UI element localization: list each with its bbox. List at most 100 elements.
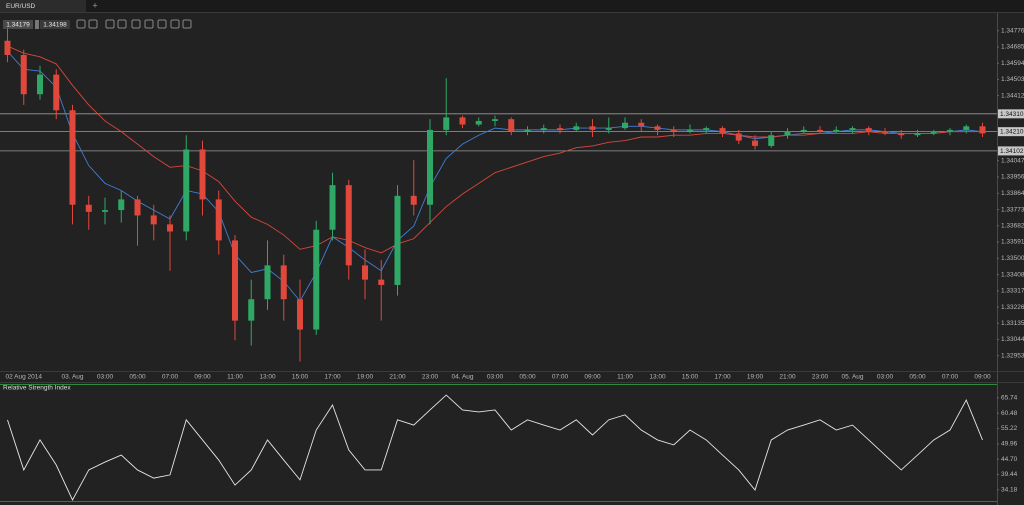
candle-body <box>768 135 775 146</box>
candle-body <box>638 122 645 127</box>
candle-body <box>979 126 986 134</box>
candle-body <box>719 128 726 134</box>
x-tick-label: 17:00 <box>324 374 341 381</box>
x-tick-label: 05. Aug <box>841 374 863 381</box>
candle-body <box>865 128 872 132</box>
y-tick-label: 1.34594 <box>1001 60 1024 67</box>
zoom-in[interactable] <box>76 19 86 29</box>
candle-body <box>118 199 125 211</box>
candle-body <box>150 215 157 225</box>
candle-body <box>687 129 693 132</box>
x-tick-label: 11:00 <box>227 374 243 381</box>
y-tick-label: 1.34412 <box>1001 92 1024 99</box>
candle-body <box>345 185 352 266</box>
y-tick-label: 65.74 <box>1001 395 1018 402</box>
candle-body <box>53 74 60 111</box>
candle-body <box>882 131 888 134</box>
x-tick-label: 03:00 <box>487 374 504 381</box>
x-tick-label: 05:00 <box>519 374 536 381</box>
candle-body <box>703 128 710 130</box>
x-tick-label: 21:00 <box>389 374 406 381</box>
x-tick-label: 03:00 <box>97 374 114 381</box>
candle-body <box>475 120 482 125</box>
candle-body <box>540 128 547 130</box>
candle-body <box>914 133 921 136</box>
candle-body <box>264 265 271 300</box>
x-tick-label: 09:00 <box>194 374 211 381</box>
bid-price: 1.34179 <box>6 22 30 29</box>
y-tick-label: 1.33956 <box>1001 174 1024 181</box>
candle-body <box>232 240 238 321</box>
x-tick-label: 03:00 <box>877 374 894 381</box>
x-tick-label: 04. Aug <box>451 374 473 381</box>
candle-body <box>248 299 255 321</box>
x-tick-label: 07:00 <box>552 374 569 381</box>
y-tick-label: 55.22 <box>1001 425 1018 432</box>
settings[interactable] <box>182 19 192 29</box>
candle-body <box>784 131 791 136</box>
x-tick-label: 19:00 <box>357 374 374 381</box>
zoom-out[interactable] <box>88 19 98 29</box>
templates[interactable] <box>157 19 167 29</box>
candle-body <box>963 126 970 130</box>
toolbar <box>76 19 192 29</box>
x-tick-label: 17:00 <box>714 374 731 381</box>
candle-body <box>573 126 580 130</box>
candle-body <box>670 129 677 132</box>
candle-body <box>297 299 303 330</box>
y-tick-label: 39.44 <box>1001 471 1018 478</box>
candle-body <box>37 74 43 95</box>
candle-body <box>362 265 368 280</box>
candle-body <box>930 131 937 134</box>
y-tick-label: 1.33682 <box>1001 223 1024 230</box>
drawings[interactable] <box>144 19 154 29</box>
ask-box <box>40 20 70 29</box>
y-tick-label: 1.33864 <box>1001 190 1024 197</box>
tab-title[interactable]: EUR/USD <box>6 3 36 10</box>
candle-body <box>508 119 515 132</box>
candle-body <box>459 117 466 125</box>
x-tick-label: 21:00 <box>779 374 796 381</box>
moving-average <box>7 45 983 254</box>
candle-body <box>443 117 450 130</box>
candle-body <box>167 224 173 232</box>
y-tick-label: 1.32953 <box>1001 352 1024 359</box>
x-tick-label: 07:00 <box>942 374 959 381</box>
candle-body <box>313 229 320 330</box>
y-tick-label: 1.33317 <box>1001 288 1024 295</box>
candle-body <box>833 129 840 132</box>
candle-body <box>735 133 742 141</box>
x-tick-label: 07:00 <box>162 374 179 381</box>
x-tick-label: 03. Aug <box>61 374 83 381</box>
timeframe[interactable] <box>105 19 115 29</box>
y-tick-label: 44.70 <box>1001 456 1018 463</box>
indicators[interactable] <box>131 19 141 29</box>
y-tick-label: 1.33135 <box>1001 320 1024 327</box>
candle-body <box>378 279 385 285</box>
candle-body <box>20 55 27 95</box>
candle-body <box>85 204 92 212</box>
candle-body <box>752 140 758 146</box>
y-tick-label: 34.18 <box>1001 487 1018 494</box>
candle-body <box>329 185 336 230</box>
y-tick-label: 1.33500 <box>1001 255 1024 262</box>
chart-type[interactable] <box>117 19 127 29</box>
y-tick-label: 1.33591 <box>1001 239 1024 246</box>
x-tick-label: 05:00 <box>909 374 926 381</box>
x-tick-label: 23:00 <box>812 374 829 381</box>
candle-body <box>69 110 76 205</box>
tab[interactable] <box>0 0 86 12</box>
candle-body <box>605 128 612 130</box>
candle-body <box>102 210 108 212</box>
x-tick-label: 09:00 <box>584 374 601 381</box>
screenshot[interactable] <box>170 19 180 29</box>
candle-body <box>280 265 287 300</box>
candle-body <box>557 128 563 130</box>
level-label: 1.34210 <box>1000 129 1024 136</box>
candle-body <box>4 40 11 56</box>
add-tab[interactable]: + <box>92 0 97 10</box>
candle-body <box>589 126 596 130</box>
tab-bar <box>0 0 1024 12</box>
